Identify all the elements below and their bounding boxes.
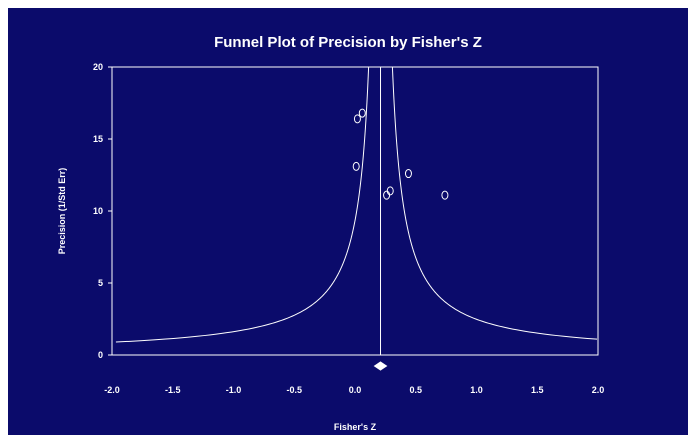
study-point [386, 186, 394, 196]
funnel-plot-svg: Funnel Plot of Precision by Fisher's Z 0… [57, 34, 604, 432]
points-layer [352, 108, 449, 200]
plot-area-frame [111, 66, 599, 356]
y-tick-label: 10 [93, 206, 103, 216]
y-tick-label: 5 [98, 278, 103, 288]
x-tick-label: 0.0 [349, 385, 362, 395]
y-axis-ticks: 0 5 10 15 20 [93, 62, 112, 360]
y-tick-label: 0 [98, 350, 103, 360]
x-tick-label: -0.5 [286, 385, 302, 395]
study-point [358, 108, 366, 118]
study-point [404, 169, 412, 179]
x-tick-label: 0.5 [409, 385, 422, 395]
study-point [353, 114, 361, 124]
funnel-layer [115, 66, 598, 371]
funnel-right-boundary [391, 66, 598, 340]
y-tick-label: 20 [93, 62, 103, 72]
y-axis-label: Precision (1/Std Err) [57, 168, 67, 255]
x-tick-label: -2.0 [104, 385, 120, 395]
y-tick-label: 15 [93, 134, 103, 144]
x-tick-label: -1.5 [165, 385, 181, 395]
x-axis-label: Fisher's Z [334, 422, 377, 432]
study-point [383, 190, 391, 200]
x-tick-label: 1.0 [470, 385, 483, 395]
x-axis-ticks: -2.0 -1.5 -1.0 -0.5 0.0 0.5 1.0 1.5 2.0 [104, 385, 604, 395]
funnel-left-boundary [115, 66, 370, 343]
chart-title: Funnel Plot of Precision by Fisher's Z [214, 34, 482, 51]
combined-effect-diamond [373, 361, 388, 371]
funnel-plot-chart: Funnel Plot of Precision by Fisher's Z 0… [8, 8, 688, 435]
study-point [352, 161, 360, 171]
x-tick-label: -1.0 [226, 385, 242, 395]
x-tick-label: 1.5 [531, 385, 544, 395]
x-tick-label: 2.0 [592, 385, 605, 395]
study-point [441, 190, 449, 200]
